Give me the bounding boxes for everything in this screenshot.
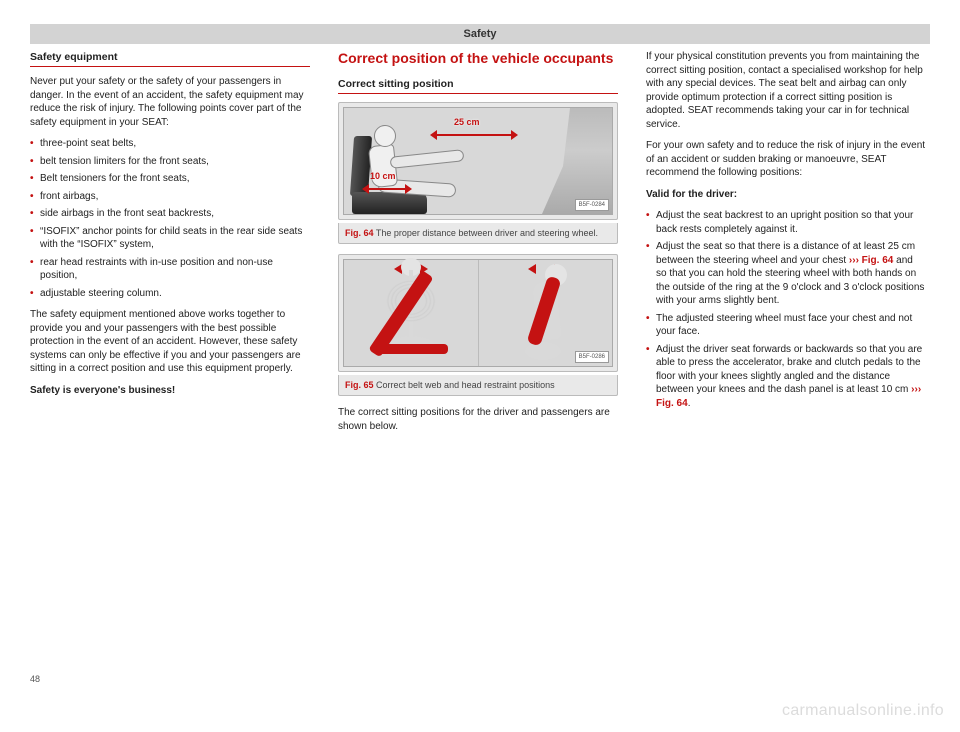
list-item: belt tension limiters for the front seat… — [30, 155, 310, 169]
figure-64-caption-text: The proper distance between driver and s… — [376, 228, 598, 238]
figure-64: 25 cm 10 cm B5F-0284 — [338, 102, 618, 220]
figure-65-illustration: B5F-0286 — [343, 259, 613, 367]
safety-equipment-heading: Safety equipment — [30, 50, 310, 67]
valid-driver-heading: Valid for the driver: — [646, 188, 926, 202]
col1-intro: Never put your safety or the safety of y… — [30, 75, 310, 129]
dimension-25cm-label: 25 cm — [454, 116, 480, 128]
safety-equipment-list: three-point seat belts, belt tension lim… — [30, 137, 310, 300]
col2-tail: The correct sitting positions for the dr… — [338, 406, 618, 433]
figure-65-code: B5F-0286 — [575, 351, 609, 363]
figure-65-caption: Fig. 65 Correct belt web and head restra… — [338, 375, 618, 396]
dimension-10cm-label: 10 cm — [370, 170, 396, 182]
section-heading: Correct position of the vehicle occupant… — [338, 50, 618, 67]
column-3: If your physical constitution prevents y… — [646, 50, 926, 441]
figure-65-label: Fig. 65 — [345, 380, 374, 390]
col1-para2: The safety equipment mentioned above wor… — [30, 308, 310, 376]
list-item: front airbags, — [30, 190, 310, 204]
list-item: “ISOFIX” anchor points for child seats i… — [30, 225, 310, 252]
list-item: Adjust the seat so that there is a dista… — [646, 240, 926, 308]
seat-driver-icon — [352, 119, 437, 214]
page: Safety Safety equipment Never put your s… — [30, 24, 930, 684]
list-item: Adjust the seat backrest to an upright p… — [646, 209, 926, 236]
col1-bold: Safety is everyone's business! — [30, 384, 310, 398]
list-item: three-point seat belts, — [30, 137, 310, 151]
list-item: rear head restraints with in-use positio… — [30, 256, 310, 283]
page-number: 48 — [30, 674, 40, 684]
figure-65: B5F-0286 — [338, 254, 618, 372]
column-2: Correct position of the vehicle occupant… — [338, 50, 618, 441]
dimension-10cm: 10 cm — [364, 182, 410, 196]
dimension-25cm: 25 cm — [432, 128, 516, 142]
figure-64-illustration: 25 cm 10 cm B5F-0284 — [343, 107, 613, 215]
list-item: side airbags in the front seat backrests… — [30, 207, 310, 221]
figure-64-caption: Fig. 64 The proper distance between driv… — [338, 223, 618, 244]
col3-para2: For your own safety and to reduce the ri… — [646, 139, 926, 180]
list-item: The adjusted steering wheel must face yo… — [646, 312, 926, 339]
columns: Safety equipment Never put your safety o… — [30, 50, 930, 441]
figure-65-caption-text: Correct belt web and head restraint posi… — [376, 380, 555, 390]
list-item: Belt tensioners for the front seats, — [30, 172, 310, 186]
watermark: carmanualsonline.info — [782, 702, 944, 720]
figure-64-code: B5F-0284 — [575, 199, 609, 211]
correct-sitting-heading: Correct sitting position — [338, 77, 618, 94]
figure-64-label: Fig. 64 — [345, 228, 374, 238]
belt-front-view-icon — [344, 260, 478, 366]
col3-para1: If your physical constitution prevents y… — [646, 50, 926, 131]
column-1: Safety equipment Never put your safety o… — [30, 50, 310, 441]
header-bar: Safety — [30, 24, 930, 44]
list-item: adjustable steering column. — [30, 287, 310, 301]
driver-position-list: Adjust the seat backrest to an upright p… — [646, 209, 926, 410]
list-item: Adjust the driver seat forwards or backw… — [646, 343, 926, 411]
